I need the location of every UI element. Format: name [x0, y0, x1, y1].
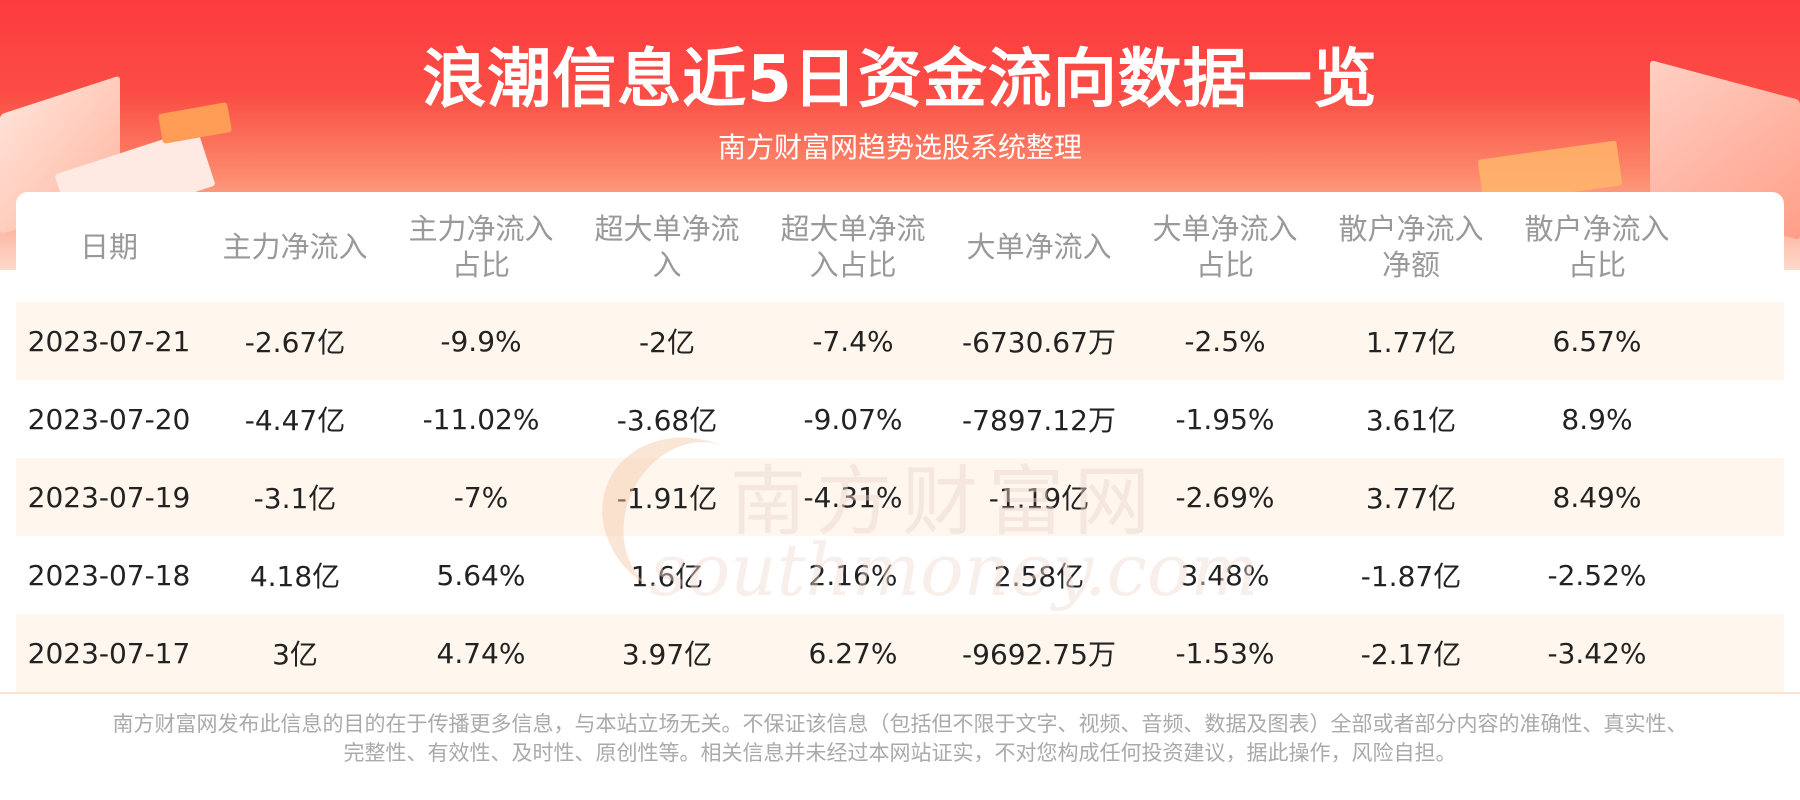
fund-flow-table: 日期 主力净流入 主力净流入 占比 超大单净流 入 超大单净流 入占比 大单净流…: [16, 192, 1784, 692]
disclaimer-line: 南方财富网发布此信息的目的在于传播更多信息，与本站立场无关。不保证该信息（包括但…: [112, 712, 1688, 736]
cell-super-large-inflow: 1.6亿: [630, 560, 704, 593]
cell-retail-ratio: 8.9%: [1561, 402, 1633, 436]
cell-main-inflow: -4.47亿: [244, 404, 346, 437]
column-header-large-ratio: 大单净流入 占比: [1152, 212, 1298, 282]
cell-main-ratio: -7%: [453, 480, 509, 514]
cell-main-ratio: -11.02%: [422, 402, 540, 436]
column-header-date: 日期: [79, 230, 138, 264]
cell-main-ratio: -9.9%: [440, 324, 522, 358]
table-row: 2023-07-21 -2.67亿 -9.9% -2亿 -7.4% -6730.…: [16, 302, 1784, 380]
cell-retail-ratio: 6.57%: [1552, 324, 1642, 358]
column-header-retail-inflow: 散户净流入 净额: [1338, 212, 1484, 282]
cell-large-ratio: 3.48%: [1180, 558, 1270, 592]
cell-date: 2023-07-17: [27, 636, 191, 670]
cell-main-inflow: 3亿: [272, 638, 318, 671]
column-header-super-large-ratio: 超大单净流 入占比: [780, 212, 926, 282]
page-title: 浪潮信息近5日资金流向数据一览: [422, 43, 1378, 117]
table-row: 2023-07-17 3亿 4.74% 3.97亿 6.27% -9692.75…: [16, 614, 1784, 692]
cell-retail-inflow: -1.87亿: [1360, 560, 1462, 593]
cell-large-ratio: -2.5%: [1184, 324, 1266, 358]
cell-main-inflow: 4.18亿: [249, 560, 341, 593]
disclaimer: 南方财富网发布此信息的目的在于传播更多信息，与本站立场无关。不保证该信息（包括但…: [60, 710, 1740, 768]
cell-main-inflow: -3.1亿: [253, 482, 337, 515]
cell-large-inflow: 2.58亿: [993, 560, 1085, 593]
cell-main-ratio: 4.74%: [436, 636, 526, 670]
cell-retail-inflow: 1.77亿: [1365, 326, 1457, 359]
cell-super-large-ratio: -7.4%: [812, 324, 894, 358]
footer-divider: [0, 692, 1800, 694]
cell-retail-inflow: 3.61亿: [1365, 404, 1457, 437]
column-header-large-inflow: 大单净流入: [966, 230, 1112, 264]
table-row: 2023-07-18 4.18亿 5.64% 1.6亿 2.16% 2.58亿 …: [16, 536, 1784, 614]
disclaimer-line: 完整性、有效性、及时性、原创性等。相关信息并未经过本网站证实，不对您构成任何投资…: [343, 741, 1457, 765]
cell-main-ratio: 5.64%: [436, 558, 526, 592]
cell-retail-inflow: 3.77亿: [1365, 482, 1457, 515]
column-header-main-inflow: 主力净流入: [222, 230, 368, 264]
cell-large-inflow: -7897.12万: [962, 404, 1116, 437]
cell-retail-ratio: -2.52%: [1547, 558, 1647, 592]
cell-retail-inflow: -2.17亿: [1360, 638, 1462, 671]
table-row: 2023-07-19 -3.1亿 -7% -1.91亿 -4.31% -1.19…: [16, 458, 1784, 536]
column-header-main-ratio: 主力净流入 占比: [408, 212, 554, 282]
cell-large-ratio: -1.53%: [1175, 636, 1275, 670]
cell-date: 2023-07-21: [27, 324, 191, 358]
page-subtitle: 南方财富网趋势选股系统整理: [717, 131, 1082, 164]
cell-retail-ratio: -3.42%: [1547, 636, 1647, 670]
table-header: 日期 主力净流入 主力净流入 占比 超大单净流 入 超大单净流 入占比 大单净流…: [16, 192, 1784, 302]
cell-super-large-ratio: 6.27%: [808, 636, 898, 670]
cell-large-inflow: -6730.67万: [962, 326, 1116, 359]
cell-super-large-inflow: -2亿: [639, 326, 695, 359]
cell-super-large-inflow: 3.97亿: [621, 638, 713, 671]
cell-date: 2023-07-18: [27, 558, 191, 592]
cell-date: 2023-07-20: [27, 402, 191, 436]
cell-large-ratio: -2.69%: [1175, 480, 1275, 514]
cell-super-large-ratio: -9.07%: [803, 402, 903, 436]
cell-large-ratio: -1.95%: [1175, 402, 1275, 436]
column-header-retail-ratio: 散户净流入 占比: [1524, 212, 1670, 282]
cell-super-large-ratio: -4.31%: [803, 480, 903, 514]
cell-retail-ratio: 8.49%: [1552, 480, 1642, 514]
cell-large-inflow: -9692.75万: [962, 638, 1116, 671]
cell-super-large-inflow: -3.68亿: [616, 404, 718, 437]
table-row: 2023-07-20 -4.47亿 -11.02% -3.68亿 -9.07% …: [16, 380, 1784, 458]
cell-large-inflow: -1.19亿: [988, 482, 1090, 515]
cell-main-inflow: -2.67亿: [244, 326, 346, 359]
column-header-super-large-inflow: 超大单净流 入: [594, 212, 740, 282]
cell-super-large-inflow: -1.91亿: [616, 482, 718, 515]
cell-super-large-ratio: 2.16%: [808, 558, 898, 592]
cell-date: 2023-07-19: [27, 480, 191, 514]
